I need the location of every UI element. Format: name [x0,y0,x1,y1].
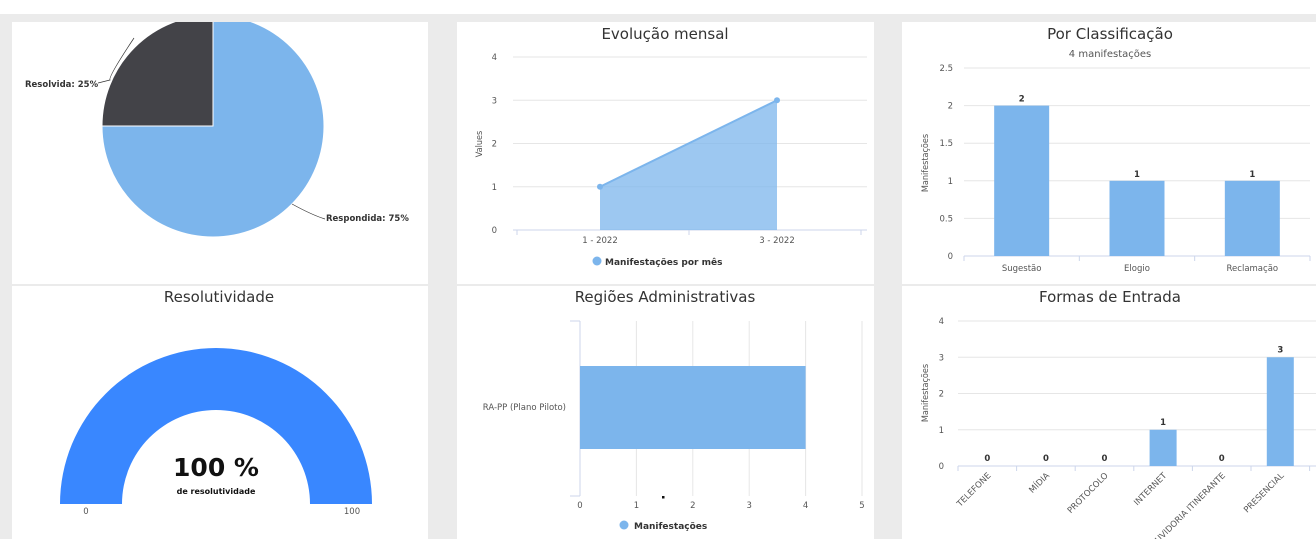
x-tick-label: 1 - 2022 [582,236,618,246]
x-tick-label: 2 [690,501,695,511]
legend-label[interactable]: Manifestações por mês [605,257,722,268]
data-label: 0 [1219,454,1225,464]
chart-title: Por Classificação [1047,25,1173,43]
x-tick-label: Reclamação [1227,264,1279,274]
x-tick-label: 1 [634,501,639,511]
evolution-panel: Evolução mensal Values Manifestações por… [457,22,874,284]
data-label: 3 [1277,345,1283,355]
regions-panel: Regiões Administrativas Manifestações 0 1… [457,286,874,539]
legend-label[interactable]: Manifestações [634,522,707,532]
regions-chart: Regiões Administrativas Manifestações 0 1… [483,288,865,532]
area-fill [600,100,777,230]
evolution-chart: Evolução mensal Values Manifestações por… [475,25,867,268]
bar [1109,180,1165,256]
chart-title: Resolutividade [164,288,274,306]
x-tick-label: 3 [746,501,751,511]
classification-chart: Por Classificação 4 manifestações Manife… [921,25,1311,274]
y-tick-label: 4 [492,53,497,63]
chart-title: Evolução mensal [601,25,728,43]
gauge-chart: Resolutividade 100 % de resolutividade 0… [60,288,372,517]
bar [1149,429,1177,466]
data-label: 0 [1043,454,1049,464]
x-tick-label: 0 [577,501,582,511]
y-tick-label: 1 [948,177,953,187]
pie-label: Resolvida: 25% [25,80,99,90]
data-point [774,97,780,104]
y-tick-label: 2 [948,102,953,112]
pie-chart: Resolvida: 25% Respondida: 75% [25,22,409,238]
top-bar [0,0,1316,14]
data-label: 2 [1019,95,1025,105]
entry-forms-panel: Formas de Entrada Manifestações 0 1 2 3 4 0 TE… [902,286,1316,539]
legend-symbol [619,520,629,530]
y-tick-label: 2.5 [939,64,953,74]
y-tick-label: 2 [492,140,497,150]
x-tick-label: INTERNET [1132,470,1170,508]
y-axis-title: Values [475,131,485,157]
x-tick-label: Sugestão [1002,264,1042,274]
chart-title: Formas de Entrada [1039,288,1181,306]
x-tick-label: 4 [803,501,808,511]
data-label: 0 [1102,454,1108,464]
y-tick-label: 3 [492,96,497,106]
y-axis-title: Manifestações [921,134,931,192]
bar [580,366,806,449]
gauge-value: 100 % [173,453,259,482]
pie-label: Respondida: 75% [326,214,409,224]
classification-panel: Por Classificação 4 manifestações Manife… [902,22,1316,284]
pie-panel: Resolvida: 25% Respondida: 75% [12,22,428,284]
bar [1266,357,1294,466]
data-label: 0 [984,454,990,464]
data-label: 1 [1160,418,1166,428]
gauge-min-label: 0 [83,507,88,517]
y-tick-label: 4 [939,317,944,327]
chart-title: Regiões Administrativas [575,288,756,306]
data-label: 1 [1134,170,1140,180]
bar [1224,180,1280,256]
pie-connector [97,37,135,84]
gauge-arc [60,348,372,504]
y-tick-label: 1 [939,426,944,436]
y-axis-title: Manifestações [921,364,931,422]
gauge-caption: de resolutividade [177,487,256,496]
y-tick-label: 3 [939,353,944,363]
y-tick-label: 1 [492,183,497,193]
y-tick-label: RA-PP (Plano Piloto) [483,403,566,413]
y-tick-label: 2 [939,390,944,400]
data-label: 1 [1249,170,1255,180]
pie-slice [101,22,325,238]
x-tick-label: 3 - 2022 [759,236,795,246]
y-tick-label: 0 [939,462,944,472]
y-tick-label: 1.5 [939,139,953,149]
pie-slice [101,22,214,127]
chart-subtitle: 4 manifestações [1069,49,1151,60]
marker-dot [662,496,665,499]
x-tick-label: PROTOCOLO [1066,471,1111,516]
bar [994,105,1050,256]
data-point [597,183,603,190]
x-tick-label: 5 [859,501,864,511]
pie-connector [291,203,326,220]
x-tick-label: MÍDIA [1026,470,1052,496]
y-tick-label: 0.5 [939,214,953,224]
y-tick-label: 0 [948,252,953,262]
x-tick-label: TELEFONE [955,471,994,510]
gauge-panel: Resolutividade 100 % de resolutividade 0… [12,286,428,539]
legend-symbol [592,256,602,266]
entry-forms-chart: Formas de Entrada Manifestações 0 1 2 3 4 0 TE… [921,288,1316,539]
x-tick-label: Elogio [1124,264,1150,274]
y-tick-label: 0 [492,226,497,236]
series-line [599,99,778,188]
x-tick-label: PRESENCIAL [1242,471,1286,515]
gauge-max-label: 100 [344,507,360,517]
